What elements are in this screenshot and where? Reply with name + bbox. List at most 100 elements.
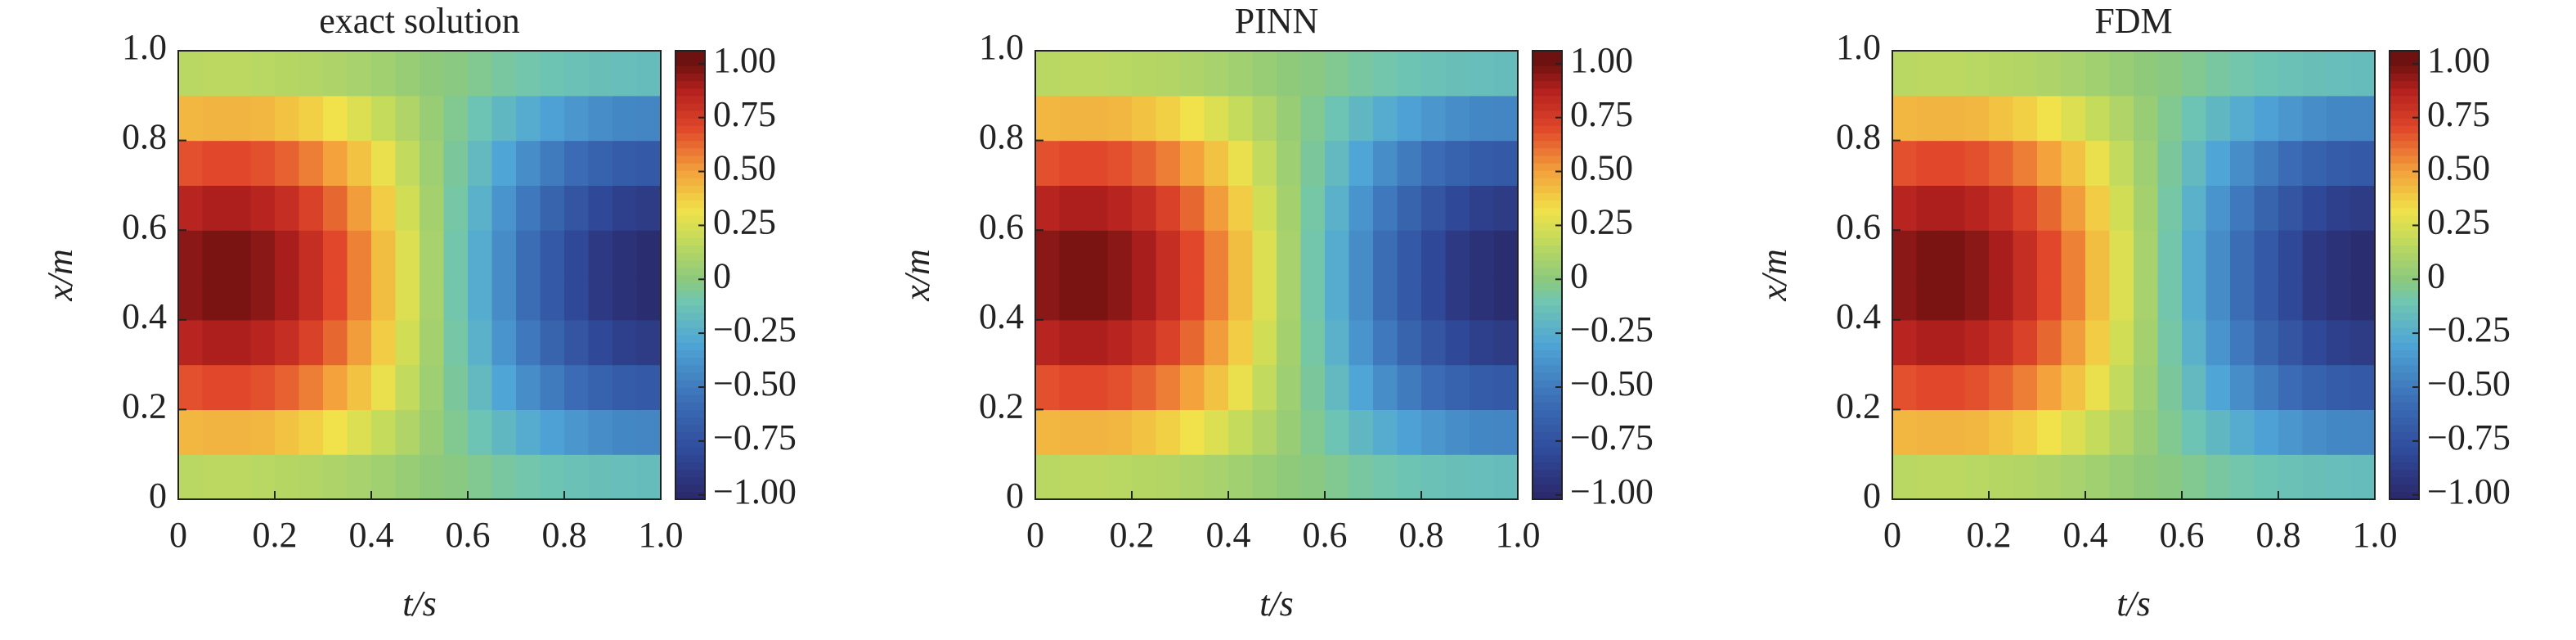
heat-cell — [636, 364, 662, 410]
heat-cell — [347, 409, 372, 455]
heat-cell — [2350, 364, 2376, 410]
colorbar-step — [2390, 73, 2419, 82]
heat-cell — [1132, 319, 1157, 366]
heat-cell — [323, 51, 348, 97]
colorbar-step — [675, 230, 705, 238]
heat-cell — [1470, 51, 1495, 97]
heat-cell — [2061, 230, 2086, 276]
colorbar-step — [675, 80, 705, 89]
heat-cell — [1445, 140, 1470, 186]
heat-cell — [227, 409, 252, 455]
heat-cell — [1373, 140, 1398, 186]
heat-cell — [2109, 95, 2134, 142]
heat-cell — [1084, 140, 1109, 186]
heat-cell — [2157, 51, 2183, 97]
y-tick-label: 0.8 — [122, 117, 167, 157]
heat-cell — [1892, 319, 1918, 366]
colorbar-step — [1533, 155, 1562, 164]
heat-cell — [347, 275, 372, 321]
y-tick-label: 0.6 — [979, 206, 1024, 246]
colorbar-step — [1533, 178, 1562, 186]
heat-cell — [1107, 95, 1133, 142]
heat-cell — [395, 140, 420, 186]
heat-cell — [1445, 275, 1470, 321]
colorbar-step — [675, 140, 705, 149]
colorbar-step — [2390, 319, 2419, 328]
colorbar-step — [675, 469, 705, 478]
colorbar-step — [1533, 491, 1562, 500]
heat-cell — [2085, 275, 2111, 321]
heat-cell — [1180, 230, 1205, 276]
heat-cell — [1916, 364, 1941, 410]
heat-cell — [2206, 275, 2231, 321]
heat-cell — [1964, 454, 1990, 500]
colorbar-step — [2390, 454, 2419, 462]
heat-cell — [1035, 364, 1061, 410]
colorbar-step — [675, 192, 705, 201]
heat-cell — [1892, 140, 1918, 186]
heat-cell — [1156, 364, 1181, 410]
heat-cell — [1916, 319, 1941, 366]
heat-cell — [443, 140, 469, 186]
heat-cell — [540, 95, 565, 142]
heat-cell — [2182, 319, 2207, 366]
colorbar-step — [1533, 402, 1562, 410]
heat-cell — [1059, 275, 1084, 321]
heat-cell — [420, 364, 445, 410]
heat-cell — [323, 454, 348, 500]
heat-cell — [1300, 95, 1326, 142]
heat-cell — [2206, 140, 2231, 186]
heat-cell — [2182, 275, 2207, 321]
heat-cell — [1228, 140, 1254, 186]
heat-cell — [371, 51, 397, 97]
heat-cell — [323, 319, 348, 366]
heat-cell — [202, 51, 227, 97]
heat-cell — [491, 409, 517, 455]
heat-cell — [347, 319, 372, 366]
heat-cell — [1180, 364, 1205, 410]
heat-cell — [2206, 230, 2231, 276]
heat-cell — [1204, 319, 1229, 366]
heat-cell — [491, 364, 517, 410]
colorbar-tick-label: 0.25 — [713, 201, 776, 241]
colorbar-tick-label: 1.00 — [2427, 40, 2490, 80]
colorbar-step — [675, 73, 705, 82]
heat-cell — [1470, 409, 1495, 455]
heat-cell — [1132, 95, 1157, 142]
heat-cell — [1228, 409, 1254, 455]
heat-cell — [1989, 185, 2014, 231]
heat-cell — [2254, 95, 2279, 142]
heat-cell — [2037, 51, 2062, 97]
heat-cell — [588, 454, 613, 500]
heat-cell — [1421, 140, 1447, 186]
heat-cell — [516, 230, 541, 276]
colorbar-step — [2390, 342, 2419, 350]
heat-cell — [1204, 364, 1229, 410]
colorbar-step — [1533, 364, 1562, 373]
heat-cell — [1373, 51, 1398, 97]
heat-cell — [1059, 230, 1084, 276]
colorbar-step — [1533, 80, 1562, 89]
colorbar-step — [1533, 58, 1562, 66]
heat-cell — [1228, 275, 1254, 321]
heat-cell — [2327, 51, 2352, 97]
colorbar-step — [2390, 88, 2419, 97]
x-tick-label: 0.4 — [1206, 515, 1251, 555]
colorbar-step — [1533, 118, 1562, 126]
heat-cell — [1228, 51, 1254, 97]
heat-cell — [2013, 95, 2038, 142]
heat-cell — [2254, 230, 2279, 276]
heat-cell — [2302, 140, 2327, 186]
heat-cell — [1325, 409, 1350, 455]
heat-cell — [613, 185, 638, 231]
colorbar-step — [2390, 409, 2419, 418]
heat-cell — [2109, 230, 2134, 276]
colorbar-step — [675, 185, 705, 194]
heat-cell — [1180, 140, 1205, 186]
heat-cell — [1421, 319, 1447, 366]
y-tick-label: 1.0 — [1836, 27, 1881, 67]
colorbar-tick-label: 0.50 — [713, 148, 776, 188]
heat-cell — [1252, 319, 1277, 366]
colorbar-step — [1533, 237, 1562, 246]
heat-cell — [1892, 230, 1918, 276]
